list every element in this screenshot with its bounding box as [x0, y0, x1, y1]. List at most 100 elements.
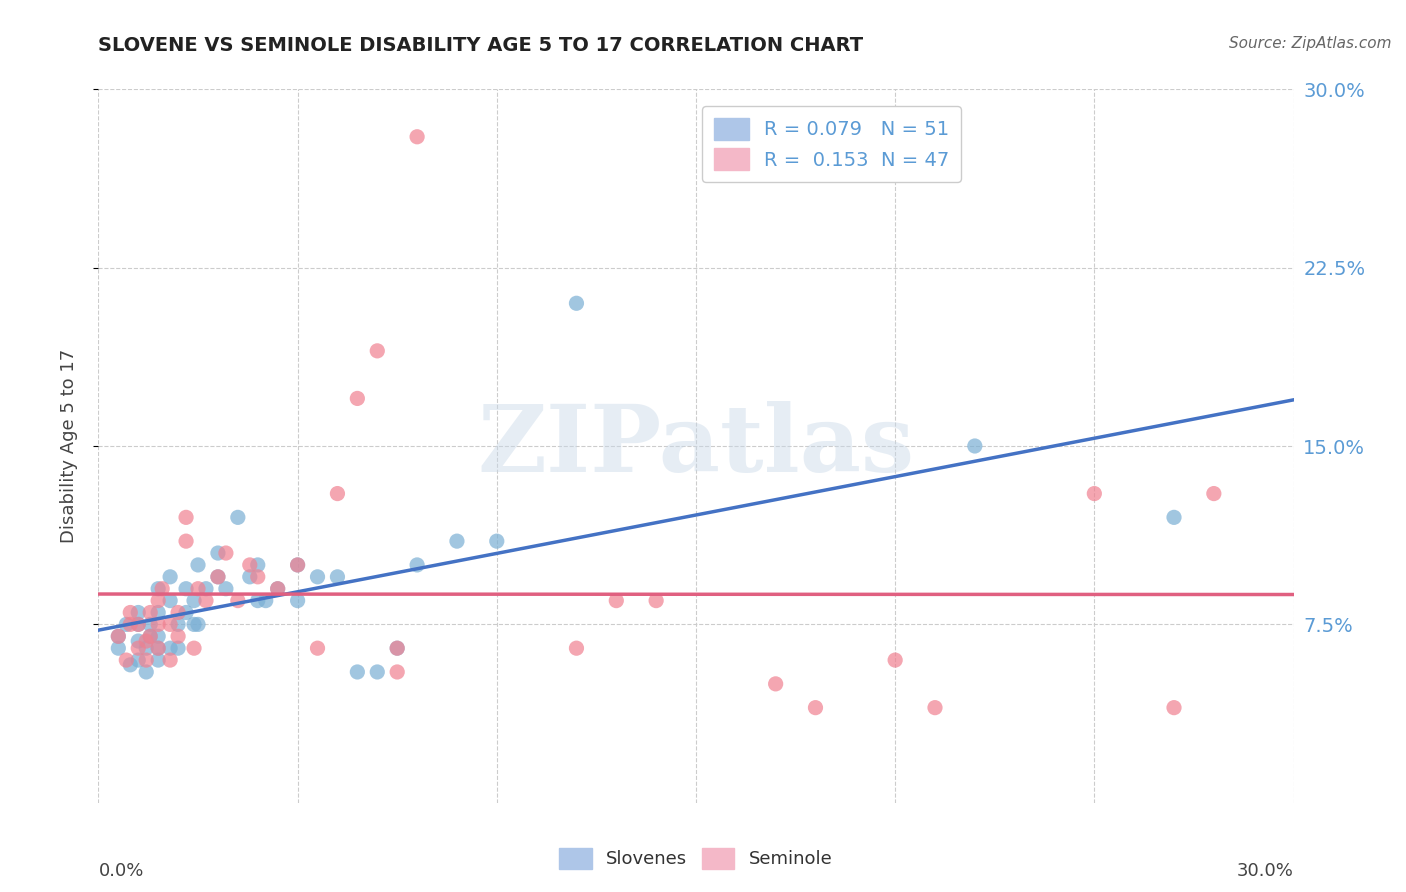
Point — [246, 570, 269, 584]
Point — [115, 617, 138, 632]
Point — [107, 641, 129, 656]
Point — [174, 606, 197, 620]
Text: 0.0%: 0.0% — [98, 863, 143, 880]
Point — [385, 665, 409, 679]
Point — [187, 558, 209, 572]
Y-axis label: Disability Age 5 to 17: Disability Age 5 to 17 — [59, 349, 77, 543]
Point — [183, 593, 205, 607]
Point — [148, 641, 170, 656]
Point — [346, 392, 368, 406]
Point — [645, 593, 668, 607]
Point — [187, 582, 209, 596]
Point — [183, 617, 205, 632]
Point — [107, 629, 129, 643]
Point — [195, 582, 218, 596]
Point — [215, 546, 238, 560]
Point — [174, 510, 197, 524]
Point — [159, 593, 181, 607]
Point — [1202, 486, 1225, 500]
Point — [174, 534, 197, 549]
Point — [148, 582, 170, 596]
Point — [924, 700, 946, 714]
Point — [326, 570, 349, 584]
Point — [565, 641, 588, 656]
Point — [195, 593, 218, 607]
Point — [135, 641, 157, 656]
Point — [406, 129, 429, 144]
Point — [267, 582, 290, 596]
Point — [167, 606, 190, 620]
Point — [127, 606, 149, 620]
Point — [226, 510, 249, 524]
Point — [485, 534, 508, 549]
Legend: Slovenes, Seminole: Slovenes, Seminole — [553, 840, 839, 876]
Point — [246, 593, 269, 607]
Point — [765, 677, 787, 691]
Point — [167, 641, 190, 656]
Point — [239, 570, 262, 584]
Point — [127, 641, 149, 656]
Point — [120, 606, 142, 620]
Point — [148, 606, 170, 620]
Point — [167, 629, 190, 643]
Text: ZIPatlas: ZIPatlas — [478, 401, 914, 491]
Point — [207, 546, 229, 560]
Point — [159, 617, 181, 632]
Point — [187, 617, 209, 632]
Point — [804, 700, 827, 714]
Point — [115, 653, 138, 667]
Point — [446, 534, 468, 549]
Point — [139, 629, 162, 643]
Point — [366, 343, 388, 358]
Point — [107, 629, 129, 643]
Text: SLOVENE VS SEMINOLE DISABILITY AGE 5 TO 17 CORRELATION CHART: SLOVENE VS SEMINOLE DISABILITY AGE 5 TO … — [98, 36, 863, 54]
Point — [127, 634, 149, 648]
Point — [148, 617, 170, 632]
Point — [150, 582, 173, 596]
Point — [207, 570, 229, 584]
Point — [254, 593, 277, 607]
Point — [159, 641, 181, 656]
Point — [148, 641, 170, 656]
Point — [246, 558, 269, 572]
Point — [148, 653, 170, 667]
Point — [127, 653, 149, 667]
Point — [605, 593, 627, 607]
Point — [207, 570, 229, 584]
Point — [1163, 510, 1185, 524]
Point — [307, 641, 329, 656]
Point — [139, 617, 162, 632]
Point — [565, 296, 588, 310]
Point — [135, 634, 157, 648]
Point — [120, 617, 142, 632]
Point — [963, 439, 986, 453]
Text: Source: ZipAtlas.com: Source: ZipAtlas.com — [1229, 36, 1392, 51]
Point — [159, 653, 181, 667]
Point — [326, 486, 349, 500]
Point — [139, 629, 162, 643]
Point — [174, 582, 197, 596]
Point — [148, 629, 170, 643]
Point — [135, 653, 157, 667]
Point — [287, 558, 309, 572]
Point — [385, 641, 409, 656]
Point — [307, 570, 329, 584]
Point — [1163, 700, 1185, 714]
Point — [127, 617, 149, 632]
Point — [406, 558, 429, 572]
Text: 30.0%: 30.0% — [1237, 863, 1294, 880]
Point — [226, 593, 249, 607]
Point — [215, 582, 238, 596]
Point — [139, 606, 162, 620]
Point — [167, 617, 190, 632]
Point — [135, 665, 157, 679]
Point — [287, 558, 309, 572]
Point — [287, 593, 309, 607]
Point — [183, 641, 205, 656]
Point — [148, 593, 170, 607]
Point — [159, 570, 181, 584]
Point — [120, 657, 142, 672]
Point — [346, 665, 368, 679]
Point — [884, 653, 907, 667]
Point — [385, 641, 409, 656]
